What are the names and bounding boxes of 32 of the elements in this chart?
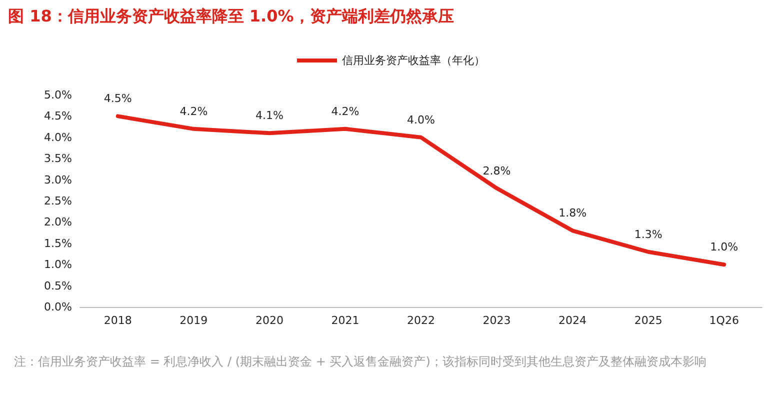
y-tick-label: 4.0% [44, 130, 72, 144]
text: 注：信用业务资产收益率 = 利息净收入 / (期末融出资金 + 买入返售金融资产)；该指标同时受到其他生息资产及整体融资成本影响 [14, 354, 706, 368]
y-tick-label: 3.0% [44, 173, 72, 186]
x-tick-label: 2019 [180, 314, 208, 327]
y-tick-label: 3.5% [44, 152, 72, 166]
y-tick-label: 1.0% [44, 258, 72, 272]
data-label: 4.5% [104, 92, 132, 106]
data-label: 4.1% [255, 109, 284, 122]
chart-title: 图 18：信用业务资产收益率降至 1.0%，资产端利差仍然承压 [8, 6, 454, 26]
y-tick-label: 2.5% [44, 194, 72, 208]
x-tick-label: 2024 [558, 314, 587, 327]
legend-label: 信用业务资产收益率（年化） [342, 54, 485, 67]
data-label: 4.2% [331, 104, 360, 118]
y-tick-label: 5.0% [44, 88, 72, 102]
x-tick-label: 2022 [407, 314, 435, 327]
data-label: 4.2% [180, 104, 208, 118]
x-tick-label: 2020 [255, 314, 284, 327]
data-label: 1.3% [634, 228, 662, 241]
data-label: 2.8% [482, 164, 511, 178]
x-tick-label: 2023 [482, 314, 511, 327]
data-label: 1.8% [558, 206, 587, 220]
y-tick-label: 1.5% [44, 236, 72, 250]
x-tick-label: 1Q26 [709, 314, 739, 327]
y-tick-label: 0.0% [44, 300, 72, 314]
y-tick-label: 4.5% [44, 110, 72, 123]
y-tick-label: 2.0% [44, 216, 72, 229]
x-tick-label: 2021 [331, 314, 360, 327]
y-tick-label: 0.5% [44, 279, 72, 292]
x-tick-label: 2018 [104, 314, 132, 327]
data-label: 4.0% [407, 113, 435, 126]
x-tick-label: 2025 [634, 314, 662, 327]
data-label: 1.0% [710, 240, 738, 254]
